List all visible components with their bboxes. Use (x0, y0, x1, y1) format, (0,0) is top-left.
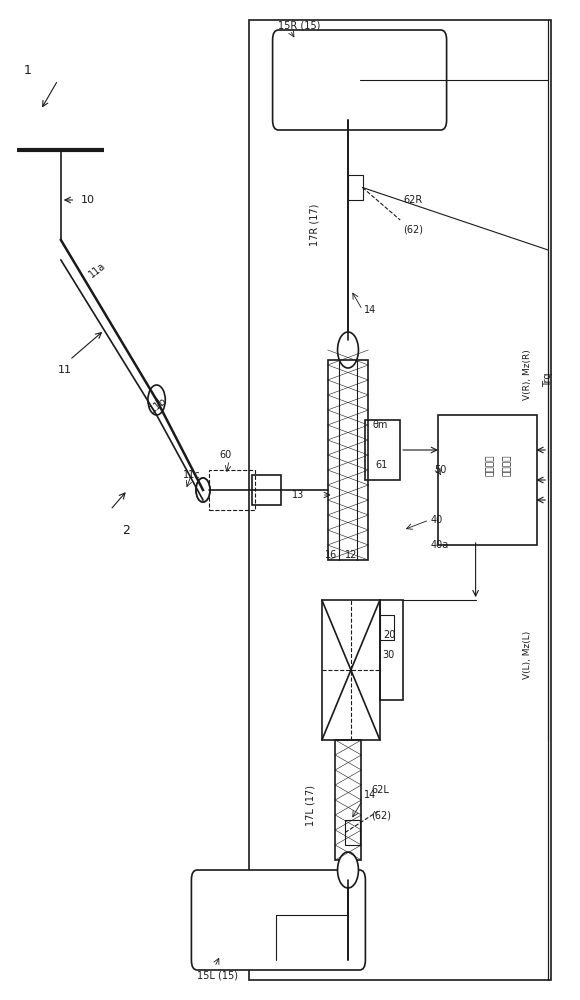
Text: 30: 30 (383, 650, 395, 660)
Text: 60: 60 (219, 450, 231, 460)
Bar (365, 420, 400, 480)
Text: 17R (17): 17R (17) (309, 204, 320, 246)
Text: Trq: Trq (543, 373, 553, 387)
Text: 15L (15): 15L (15) (197, 970, 238, 980)
Text: 61: 61 (376, 460, 388, 470)
Bar (209, 470, 255, 510)
Text: θm: θm (372, 420, 388, 430)
Text: 14: 14 (364, 305, 376, 315)
Text: 17L (17): 17L (17) (305, 784, 316, 826)
Text: (62): (62) (403, 225, 423, 235)
Text: 2: 2 (122, 524, 130, 536)
Circle shape (338, 852, 358, 888)
Text: 14: 14 (364, 790, 376, 800)
Text: 10: 10 (81, 195, 95, 205)
Bar (380, 615, 394, 640)
Text: 11b: 11b (148, 395, 169, 415)
Text: 控制装置: 控制装置 (503, 454, 512, 476)
Circle shape (196, 478, 210, 502)
Text: 40: 40 (430, 515, 443, 525)
FancyBboxPatch shape (191, 870, 365, 970)
Bar (328, 360, 368, 560)
Text: 62L: 62L (371, 785, 389, 795)
Text: 40a: 40a (430, 540, 448, 550)
Text: 11: 11 (58, 365, 72, 375)
Text: 50: 50 (434, 465, 446, 475)
Text: V(L), Mz(L): V(L), Mz(L) (523, 631, 532, 679)
Text: (62): (62) (371, 810, 391, 820)
Bar (348, 175, 362, 200)
Bar (380, 600, 403, 700)
Bar (249, 20, 551, 980)
Text: 12: 12 (345, 550, 357, 560)
FancyBboxPatch shape (438, 415, 536, 545)
Text: 1: 1 (23, 64, 31, 77)
Bar (335, 740, 361, 860)
Text: 20: 20 (383, 630, 395, 640)
Text: 13: 13 (292, 490, 304, 500)
Circle shape (338, 332, 358, 368)
Text: 62R: 62R (403, 195, 422, 205)
Text: 转向操纵: 转向操纵 (485, 454, 495, 476)
Circle shape (148, 385, 165, 415)
Text: 15R (15): 15R (15) (278, 20, 321, 30)
Text: 11a: 11a (87, 260, 107, 280)
Bar (322, 600, 380, 740)
FancyBboxPatch shape (273, 30, 447, 130)
Bar (345, 820, 360, 845)
Circle shape (196, 478, 210, 502)
Text: 16: 16 (325, 550, 337, 560)
Text: 11c: 11c (183, 470, 200, 480)
Text: V(R), Mz(R): V(R), Mz(R) (523, 350, 532, 400)
Bar (252, 475, 281, 505)
